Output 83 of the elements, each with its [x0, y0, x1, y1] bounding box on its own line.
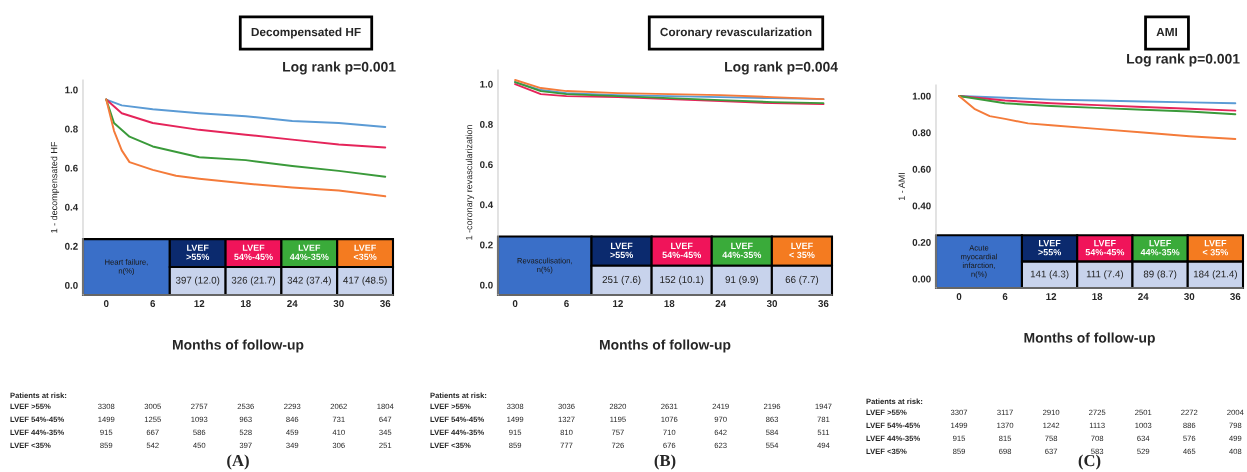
annotation: 111 (7.4): [1086, 270, 1123, 280]
x-tick-label: 30: [766, 300, 778, 308]
line-series: [105, 98, 387, 128]
x-tick-label: 18: [664, 300, 675, 307]
y-tick-label: 0.0: [65, 281, 78, 289]
x-tick-label: 18: [240, 300, 251, 307]
x-tick-label: 6: [150, 300, 156, 307]
annotation: LVEF 54%-45%: [662, 242, 702, 259]
annotation: 251 (7.6): [602, 275, 641, 285]
y-tick-label: 0.8: [65, 125, 78, 133]
y-tick-label: 0.0: [480, 281, 493, 289]
x-axis-title: Months of follow-up: [599, 339, 731, 353]
y-tick-label: 0.20: [912, 239, 931, 246]
annotation: 417 (48.5): [343, 276, 387, 286]
annotation: LVEF < 35%: [789, 242, 815, 259]
x-tick-label: 36: [380, 300, 391, 308]
annotation: LVEF 44%-35%: [289, 244, 329, 261]
y-tick-label: 0.4: [65, 203, 79, 211]
text: (C): [1078, 454, 1101, 470]
line-series: [105, 98, 387, 198]
y-tick-label: 0.80: [912, 129, 931, 137]
annotation: 152 (10.1): [660, 275, 704, 285]
y-tick-label: 0.00: [912, 275, 931, 283]
x-tick-label: 18: [1092, 293, 1103, 300]
x-tick-label: 0: [103, 300, 109, 307]
annotation: LVEF <35%: [353, 244, 377, 261]
y-tick-label: 0.40: [912, 202, 931, 210]
chart-subtitle: Log rank p=0.001: [1127, 53, 1240, 67]
x-tick-label: 24: [715, 300, 727, 307]
x-tick-label: 6: [564, 300, 569, 307]
annotation: 397 (12.0): [175, 276, 220, 286]
line-series: [958, 95, 1237, 140]
text: (B): [654, 454, 676, 470]
annotation: LVEF 44%-35%: [1140, 240, 1180, 256]
chart-title: Coronary revascularization: [660, 27, 812, 39]
annotation: 342 (37.4): [287, 276, 331, 286]
y-tick-label: 0.4: [480, 201, 494, 209]
x-tick-label: 24: [1138, 293, 1149, 300]
y-tick-label: 0.60: [912, 165, 931, 173]
annotation: 89 (8.7): [1143, 270, 1177, 280]
chart-title: AMI: [1156, 27, 1178, 37]
annotation: LVEF 54%-45%: [1085, 240, 1125, 256]
annotation: LVEF 54%-45%: [234, 244, 273, 261]
y-tick-label: 0.6: [65, 164, 78, 172]
chart-title: Decompensated HF: [251, 27, 361, 39]
x-tick-label: 0: [956, 293, 962, 300]
chart-subtitle: Log rank p=0.001: [283, 61, 396, 75]
x-tick-label: 12: [613, 300, 623, 307]
x-tick-label: 12: [1046, 293, 1057, 300]
y-tick-label: 1.0: [65, 86, 78, 94]
annotation: LVEF < 35%: [1202, 240, 1229, 256]
y-axis-title: 1 - AMI: [898, 173, 905, 201]
y-tick-label: 0.2: [65, 242, 78, 250]
y-axis-title: 1 -coronary revascularization: [465, 125, 475, 240]
x-axis-title: Months of follow-up: [1024, 332, 1155, 346]
x-tick-label: 12: [194, 300, 205, 307]
line-series: [105, 98, 387, 149]
annotation: 184 (21.4): [1193, 270, 1237, 280]
y-tick-label: 0.8: [480, 120, 493, 128]
annotation: LVEF 44%-35%: [722, 242, 762, 259]
y-axis-title: 1 - decompensated HF: [50, 141, 60, 233]
y-tick-label: 0.2: [480, 241, 493, 249]
x-tick-label: 24: [287, 300, 298, 307]
y-tick-label: 0.6: [480, 161, 493, 169]
text: (A): [227, 454, 249, 470]
annotation: 91 (9.9): [725, 275, 758, 285]
x-tick-label: 30: [1184, 293, 1195, 301]
x-tick-label: 36: [818, 300, 829, 308]
chart-subtitle: Log rank p=0.004: [725, 61, 838, 75]
x-tick-label: 6: [1002, 293, 1008, 300]
x-axis-title: Months of follow-up: [172, 339, 304, 353]
y-tick-label: 1.00: [912, 92, 931, 100]
annotation: 141 (4.3): [1030, 270, 1069, 280]
annotation: 66 (7.7): [785, 275, 819, 285]
y-tick-label: 1.0: [480, 80, 493, 88]
annotation: LVEF >55%: [186, 244, 210, 261]
x-tick-label: 0: [512, 300, 518, 307]
annotation: 326 (21.7): [231, 276, 276, 286]
x-tick-label: 36: [1230, 293, 1241, 301]
annotation: LVEF >55%: [1038, 240, 1062, 256]
annotation: LVEF >55%: [610, 242, 634, 259]
x-tick-label: 30: [333, 300, 344, 308]
line-series: [105, 98, 387, 178]
